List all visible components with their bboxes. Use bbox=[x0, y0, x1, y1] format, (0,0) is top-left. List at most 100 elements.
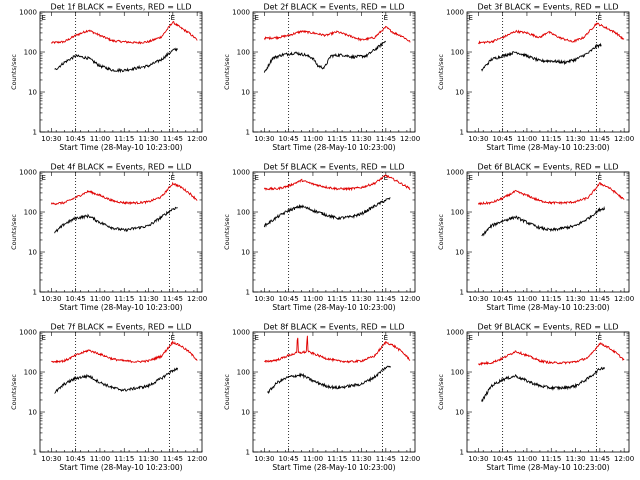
e-marker-right: E bbox=[171, 174, 175, 182]
y-axis-label: Counts/sec bbox=[437, 374, 445, 410]
e-marker-right: E bbox=[171, 334, 175, 342]
panel-title: Det 3f BLACK = Events, RED = LLD bbox=[477, 3, 618, 12]
y-axis-label: Counts/sec bbox=[10, 374, 18, 410]
x-tick-label: 11:00 bbox=[303, 295, 323, 303]
y-tick-label: 100 bbox=[24, 369, 37, 377]
plot-frame bbox=[252, 171, 416, 293]
x-tick-label: 11:15 bbox=[114, 455, 134, 463]
x-axis-label: Start Time (28-May-10 10:23:00) bbox=[486, 143, 609, 152]
y-axis-label: Counts/sec bbox=[223, 214, 231, 250]
e-marker-right: E bbox=[384, 334, 388, 342]
events-series-line bbox=[481, 42, 602, 72]
plot-frame bbox=[39, 11, 203, 133]
x-tick-label: 10:45 bbox=[279, 455, 299, 463]
x-tick-label: 11:30 bbox=[138, 135, 158, 143]
y-axis-label: Counts/sec bbox=[223, 54, 231, 90]
x-tick-label: 10:45 bbox=[493, 455, 513, 463]
events-series-line bbox=[263, 197, 391, 228]
x-tick-label: 11:15 bbox=[327, 455, 347, 463]
x-tick-label: 11:30 bbox=[351, 295, 371, 303]
y-tick-label: 100 bbox=[24, 49, 37, 57]
x-tick-label: 10:45 bbox=[279, 135, 299, 143]
y-axis-label: Counts/sec bbox=[437, 54, 445, 90]
y-tick-label: 1000 bbox=[446, 9, 464, 17]
x-tick-label: 11:45 bbox=[163, 135, 183, 143]
panel-title: Det 2f BLACK = Events, RED = LLD bbox=[263, 3, 404, 12]
x-tick-label: 11:45 bbox=[376, 455, 396, 463]
x-tick-label: 11:00 bbox=[90, 135, 110, 143]
y-tick-label: 100 bbox=[237, 49, 250, 57]
events-series-line bbox=[267, 365, 391, 395]
x-tick-label: 11:45 bbox=[376, 295, 396, 303]
x-axis-label: Start Time (28-May-10 10:23:00) bbox=[486, 303, 609, 312]
y-tick-label: 1 bbox=[460, 289, 464, 297]
plot-frame bbox=[466, 331, 630, 453]
e-marker-left: E bbox=[469, 334, 473, 342]
x-tick-label: 11:15 bbox=[541, 295, 561, 303]
y-tick-label: 1 bbox=[33, 449, 37, 457]
panel-title: Det 4f BLACK = Events, RED = LLD bbox=[50, 163, 191, 172]
x-axis-label: Start Time (28-May-10 10:23:00) bbox=[486, 463, 609, 472]
y-tick-label: 100 bbox=[451, 369, 464, 377]
y-tick-label: 1 bbox=[33, 129, 37, 137]
y-tick-label: 1 bbox=[246, 289, 250, 297]
e-marker-left: E bbox=[42, 174, 46, 182]
x-tick-label: 11:30 bbox=[138, 455, 158, 463]
x-tick-label: 11:15 bbox=[541, 455, 561, 463]
y-tick-label: 10 bbox=[241, 89, 250, 97]
panel-title: Det 9f BLACK = Events, RED = LLD bbox=[477, 323, 618, 332]
x-axis-label: Start Time (28-May-10 10:23:00) bbox=[59, 303, 182, 312]
x-tick-label: 11:00 bbox=[517, 295, 537, 303]
x-tick-label: 12:00 bbox=[400, 295, 420, 303]
events-series-line bbox=[54, 47, 178, 74]
e-marker-left: E bbox=[469, 174, 473, 182]
x-tick-label: 10:30 bbox=[468, 135, 488, 143]
y-tick-label: 1000 bbox=[446, 329, 464, 337]
x-tick-label: 11:45 bbox=[590, 455, 610, 463]
y-tick-label: 1000 bbox=[232, 169, 250, 177]
x-axis-label: Start Time (28-May-10 10:23:00) bbox=[272, 303, 395, 312]
x-tick-label: 10:30 bbox=[254, 295, 274, 303]
lld-series-line bbox=[477, 182, 625, 206]
x-tick-label: 10:45 bbox=[66, 135, 86, 143]
panel-7: Det 7f BLACK = Events, RED = LLD 10:30 10:… bbox=[10, 323, 207, 473]
x-tick-label: 11:45 bbox=[376, 135, 396, 143]
y-axis-label: Counts/sec bbox=[437, 214, 445, 250]
y-tick-label: 10 bbox=[28, 249, 37, 257]
e-marker-right: E bbox=[598, 334, 602, 342]
panel-title: Det 7f BLACK = Events, RED = LLD bbox=[50, 323, 191, 332]
x-tick-label: 10:30 bbox=[254, 135, 274, 143]
panel-1: Det 1f BLACK = Events, RED = LLD 10:30 10:… bbox=[10, 3, 207, 153]
e-marker-right: E bbox=[171, 14, 175, 22]
x-tick-label: 11:30 bbox=[565, 455, 585, 463]
y-tick-label: 1 bbox=[246, 449, 250, 457]
lld-series-line bbox=[263, 25, 411, 43]
panel-title: Det 6f BLACK = Events, RED = LLD bbox=[477, 163, 618, 172]
x-tick-label: 12:00 bbox=[614, 135, 634, 143]
x-tick-label: 11:45 bbox=[163, 295, 183, 303]
panel-8: Det 8f BLACK = Events, RED = LLD 10:30 10:… bbox=[223, 323, 420, 473]
e-marker-left: E bbox=[255, 334, 259, 342]
y-axis-label: Counts/sec bbox=[10, 54, 18, 90]
x-tick-label: 11:00 bbox=[90, 295, 110, 303]
lld-series-line bbox=[51, 340, 198, 364]
e-marker-left: E bbox=[255, 14, 259, 22]
x-tick-label: 10:45 bbox=[493, 135, 513, 143]
x-tick-label: 11:00 bbox=[517, 135, 537, 143]
y-tick-label: 100 bbox=[451, 209, 464, 217]
panel-5: Det 5f BLACK = Events, RED = LLD 10:30 10:… bbox=[223, 163, 420, 313]
y-tick-label: 100 bbox=[237, 209, 250, 217]
y-tick-label: 10 bbox=[241, 409, 250, 417]
y-tick-label: 100 bbox=[237, 369, 250, 377]
x-axis-label: Start Time (28-May-10 10:23:00) bbox=[59, 463, 182, 472]
y-tick-label: 10 bbox=[455, 249, 464, 257]
panel-6: Det 6f BLACK = Events, RED = LLD 10:30 10:… bbox=[437, 163, 634, 313]
lld-series-line bbox=[263, 174, 411, 192]
e-marker-right: E bbox=[384, 174, 388, 182]
y-tick-label: 1000 bbox=[232, 329, 250, 337]
x-tick-label: 11:00 bbox=[303, 135, 323, 143]
x-tick-label: 11:15 bbox=[327, 295, 347, 303]
x-tick-label: 10:45 bbox=[66, 455, 86, 463]
x-tick-label: 10:30 bbox=[468, 295, 488, 303]
